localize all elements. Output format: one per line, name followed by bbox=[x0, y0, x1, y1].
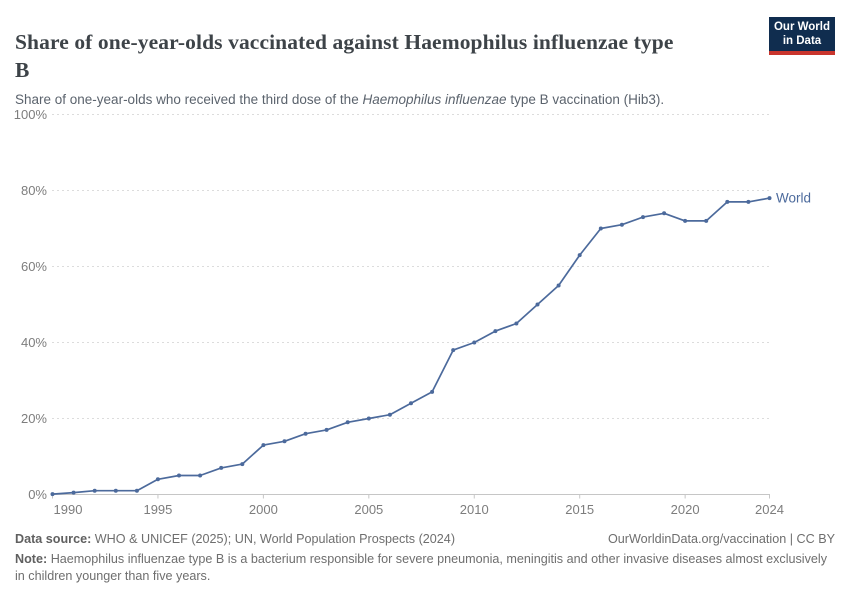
data-source-label: Data source: bbox=[15, 532, 92, 546]
data-point bbox=[71, 490, 76, 495]
y-axis-label: 80% bbox=[21, 183, 47, 198]
data-point bbox=[303, 431, 308, 436]
x-axis-label: 2010 bbox=[460, 502, 489, 517]
data-point bbox=[641, 215, 645, 220]
data-point bbox=[535, 302, 540, 307]
chart-title-line-2: B bbox=[15, 58, 30, 83]
owid-logo-line-1: Our World bbox=[773, 21, 830, 33]
data-point bbox=[430, 389, 435, 394]
y-axis-label: 60% bbox=[21, 259, 47, 274]
data-point bbox=[767, 196, 772, 201]
data-point bbox=[704, 218, 709, 223]
chart-title-line-1: Share of one-year-olds vaccinated agains… bbox=[15, 30, 674, 55]
data-point bbox=[345, 420, 350, 425]
footer-source-row: Data source: WHO & UNICEF (2025); UN, Wo… bbox=[15, 531, 835, 547]
data-point bbox=[282, 439, 287, 444]
world-series-label: World bbox=[776, 191, 811, 206]
data-point bbox=[113, 488, 118, 493]
data-point bbox=[662, 211, 667, 216]
data-point bbox=[50, 492, 55, 497]
data-point bbox=[619, 222, 624, 227]
data-point bbox=[472, 340, 477, 345]
data-point bbox=[598, 226, 603, 231]
data-point bbox=[514, 321, 519, 326]
data-point bbox=[219, 465, 224, 470]
note-label: Note: bbox=[15, 552, 48, 566]
subtitle-suffix: type B vaccination (Hib3). bbox=[506, 91, 665, 107]
data-point bbox=[493, 329, 498, 334]
data-point bbox=[198, 473, 203, 478]
data-point bbox=[155, 477, 160, 482]
data-source: Data source: WHO & UNICEF (2025); UN, Wo… bbox=[15, 531, 455, 547]
attribution-text: OurWorldinData.org/vaccination | CC BY bbox=[607, 532, 835, 546]
y-axis-label: 20% bbox=[21, 411, 47, 426]
footer-note-row: Note: Haemophilus influenzae type B is a… bbox=[15, 551, 827, 585]
y-axis-label: 100% bbox=[14, 107, 48, 122]
x-axis-label: 2020 bbox=[671, 502, 700, 517]
data-point bbox=[92, 488, 97, 493]
note-text: Haemophilus influenzae type B is a bacte… bbox=[15, 552, 828, 583]
subtitle-species-italic: Haemophilus influenzae bbox=[362, 91, 507, 107]
x-axis-label: 2000 bbox=[249, 502, 278, 517]
data-point bbox=[725, 199, 730, 204]
x-axis-label: 2024 bbox=[755, 502, 784, 517]
chart-title: Share of one-year-olds vaccinated agains… bbox=[15, 28, 750, 84]
subtitle-prefix: Share of one-year-olds who received the … bbox=[15, 91, 363, 107]
data-point bbox=[746, 199, 751, 204]
owid-logo-line-2: in Data bbox=[782, 34, 822, 47]
x-axis-label: 1990 bbox=[54, 502, 83, 517]
data-point bbox=[366, 416, 371, 421]
data-source-text: WHO & UNICEF (2025); UN, World Populatio… bbox=[94, 532, 456, 546]
x-axis-label: 2005 bbox=[354, 502, 383, 517]
data-point bbox=[683, 218, 688, 223]
owid-logo: Our World in Data bbox=[769, 17, 835, 55]
x-axis-label: 2015 bbox=[565, 502, 594, 517]
data-point bbox=[261, 443, 266, 448]
y-axis-label: 0% bbox=[28, 487, 47, 502]
data-point bbox=[451, 348, 456, 353]
data-point bbox=[577, 253, 582, 258]
chart-subtitle: Share of one-year-olds who received the … bbox=[15, 91, 775, 108]
data-point bbox=[240, 462, 245, 467]
data-point bbox=[134, 488, 139, 493]
data-point bbox=[324, 427, 329, 432]
data-point bbox=[556, 283, 561, 288]
line-chart: 0% 20% 40% 60% 80% 100% 1990 1995 2000 2005 2010 20… bbox=[14, 107, 811, 517]
y-axis-label: 40% bbox=[21, 335, 47, 350]
data-point bbox=[387, 412, 392, 417]
data-point bbox=[177, 473, 181, 478]
x-axis-label: 1995 bbox=[143, 502, 172, 517]
data-point bbox=[409, 401, 413, 406]
world-data-line bbox=[51, 197, 771, 495]
